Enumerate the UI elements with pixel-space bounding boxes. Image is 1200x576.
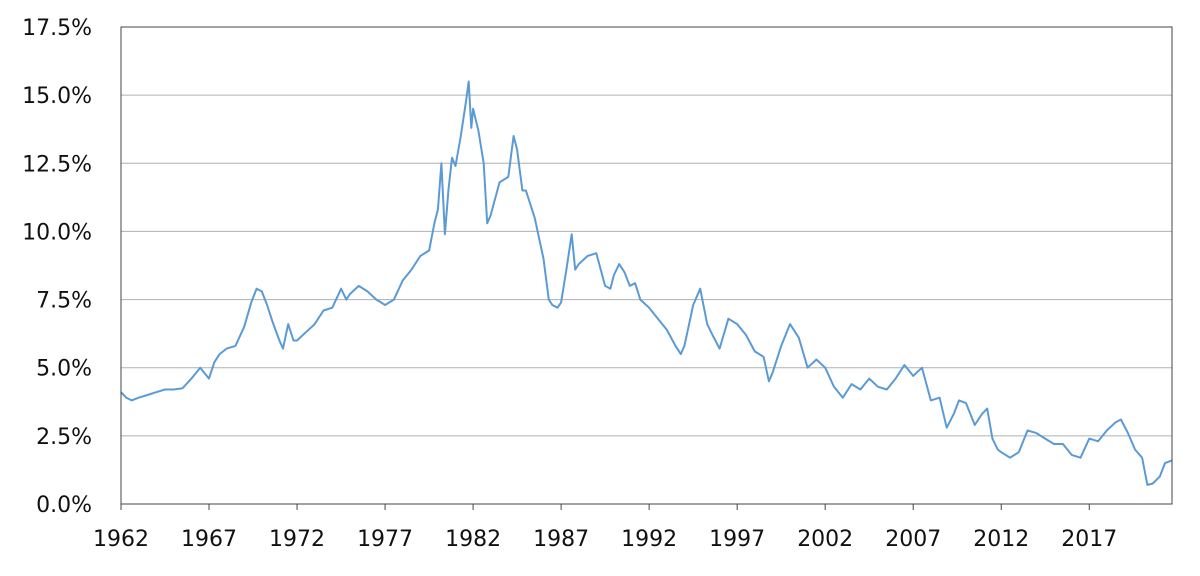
x-tick-label: 2007	[885, 527, 941, 552]
y-tick-label: 5.0%	[36, 357, 92, 382]
x-tick-label: 2002	[797, 527, 853, 552]
x-tick-label: 2012	[973, 527, 1029, 552]
x-tick-label: 1982	[445, 527, 501, 552]
x-tick-label: 1992	[621, 527, 677, 552]
y-axis-tick-labels: 0.0% 2.5% 5.0% 7.5% 10.0% 12.5% 15.0% 17.5%	[22, 16, 92, 518]
y-tick-label: 2.5%	[36, 425, 92, 450]
x-axis-tick-labels: 1962 1967 1972 1977 1982 1987 1992 1997 2002 2007…	[93, 504, 1117, 552]
y-tick-label: 7.5%	[36, 289, 92, 314]
x-tick-label: 1977	[357, 527, 413, 552]
y-tick-label: 10.0%	[22, 220, 92, 245]
y-tick-label: 17.5%	[22, 16, 92, 41]
series-line	[120, 80, 1173, 486]
gridlines	[121, 26, 1172, 505]
y-tick-label: 15.0%	[22, 84, 92, 109]
x-tick-label: 1962	[93, 527, 149, 552]
x-tick-label: 1987	[533, 527, 589, 552]
plot-frame	[120, 26, 1173, 505]
x-tick-label: 1997	[709, 527, 765, 552]
y-tick-label: 0.0%	[36, 493, 92, 518]
x-tick-label: 1967	[181, 527, 237, 552]
y-tick-label: 12.5%	[22, 152, 92, 177]
x-tick-label: 2017	[1061, 527, 1117, 552]
x-tick-label: 1972	[269, 527, 325, 552]
series-layer	[120, 80, 1173, 486]
